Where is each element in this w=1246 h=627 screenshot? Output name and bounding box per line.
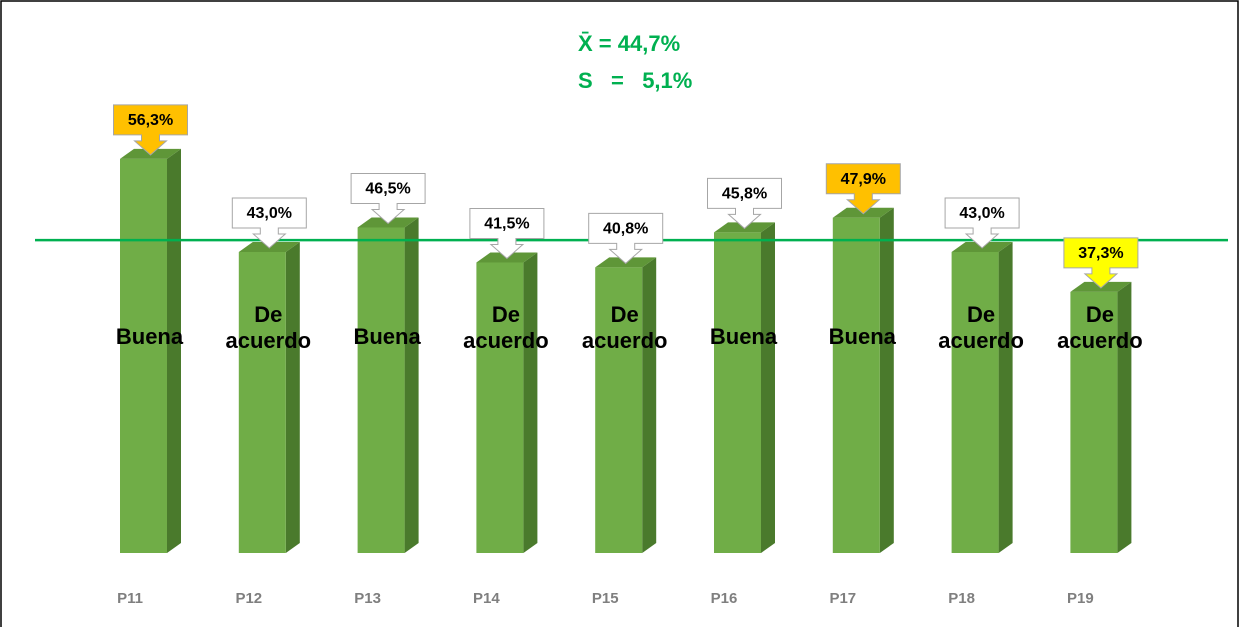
x-tick-label: P19: [1067, 590, 1094, 607]
bar-label: Buena: [829, 324, 897, 349]
annotation: S = 5,1%: [578, 68, 692, 93]
bar-side: [998, 242, 1013, 553]
bar: [832, 217, 880, 553]
bar-label: De: [1086, 302, 1114, 327]
bar-side: [285, 242, 300, 553]
value-label: 37,3%: [1078, 245, 1123, 262]
value-label: 56,3%: [128, 112, 173, 129]
annotation: X̄ = 44,7%: [578, 31, 680, 56]
bar-label: Buena: [353, 324, 421, 349]
value-label: 47,9%: [841, 171, 886, 188]
bar-side: [167, 148, 181, 553]
value-label: 43,0%: [959, 205, 1004, 222]
label-callout: [1063, 237, 1139, 289]
bar-label: De: [967, 302, 995, 327]
bar-side: [642, 257, 657, 553]
x-tick-label: P17: [829, 590, 856, 607]
bar-side: [761, 222, 775, 553]
bar-side: [404, 217, 419, 553]
bar: [714, 232, 761, 553]
x-tick-label: P16: [711, 590, 738, 607]
label-callout: [588, 212, 664, 265]
bar: [357, 227, 405, 553]
x-tick-label: P12: [235, 590, 262, 607]
label-callout: [350, 173, 426, 225]
bar-label: Buena: [116, 324, 184, 349]
bar-label: De: [611, 302, 639, 327]
bar-label: De: [254, 302, 282, 327]
bar: [476, 262, 524, 553]
label-callout: [231, 197, 307, 249]
x-tick-label: P15: [592, 590, 619, 607]
bar: [120, 158, 167, 553]
x-tick-label: P11: [117, 590, 143, 607]
bar: [238, 252, 286, 553]
bar-side: [1117, 281, 1132, 553]
label-callout: [469, 208, 545, 260]
bar-label: acuerdo: [226, 328, 312, 353]
bar-label: acuerdo: [1057, 328, 1143, 353]
bar-side: [879, 207, 894, 553]
bar-label: De: [492, 302, 520, 327]
x-tick-label: P18: [948, 590, 975, 607]
bar-label: acuerdo: [938, 328, 1024, 353]
label-callout: [825, 163, 901, 215]
value-label: 46,5%: [365, 181, 410, 198]
value-label: 40,8%: [603, 221, 648, 238]
bar-side: [523, 252, 538, 553]
bar: [951, 252, 999, 553]
bar-label: acuerdo: [463, 328, 549, 353]
label-callout: [944, 197, 1020, 249]
bar: [1070, 291, 1118, 553]
value-label: 43,0%: [247, 205, 292, 222]
bar: [595, 267, 643, 553]
x-tick-label: P14: [473, 590, 500, 607]
value-label: 45,8%: [722, 186, 767, 203]
label-callout: [113, 104, 188, 156]
x-tick-label: P13: [354, 590, 381, 607]
label-callout: [707, 177, 782, 230]
bar-label: Buena: [710, 324, 778, 349]
bar-label: acuerdo: [582, 328, 668, 353]
value-label: 41,5%: [484, 216, 529, 233]
